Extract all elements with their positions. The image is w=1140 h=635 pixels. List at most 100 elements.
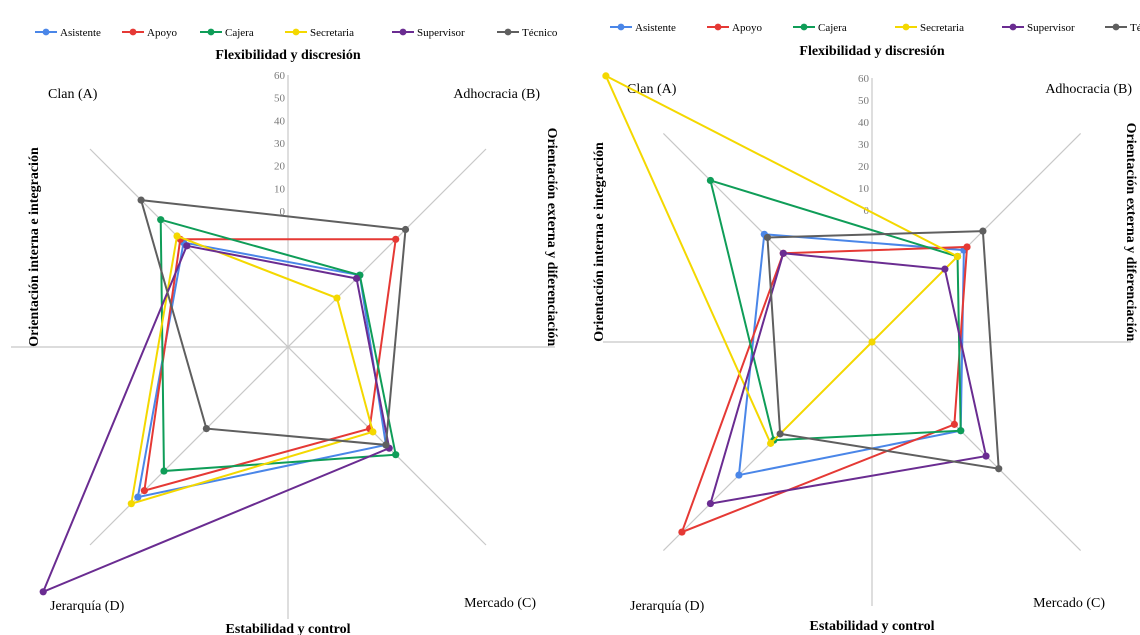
corner-label-d: Jerarquía (D) bbox=[630, 599, 705, 614]
legend-swatch-marker bbox=[292, 28, 300, 36]
legend-label: Cajera bbox=[818, 22, 847, 34]
tick-label: 60 bbox=[858, 73, 870, 85]
axis-title-right: Orientación externa y diferenciación bbox=[1123, 123, 1138, 342]
series-line-cajera bbox=[159, 218, 397, 473]
legend-label: Supervisor bbox=[417, 27, 465, 39]
data-point-c bbox=[369, 428, 377, 436]
data-point-d bbox=[706, 499, 715, 508]
data-point-a bbox=[706, 176, 715, 185]
data-point-b bbox=[953, 252, 962, 261]
data-point-c bbox=[995, 465, 1003, 473]
data-point-b bbox=[352, 274, 361, 283]
legend-swatch-marker bbox=[617, 23, 625, 31]
data-point-c bbox=[957, 427, 965, 435]
data-point-c bbox=[392, 451, 400, 459]
series-supervisor bbox=[39, 242, 393, 596]
tick-label: 40 bbox=[858, 117, 870, 129]
axis-title-top: Flexibilidad y discresión bbox=[799, 44, 944, 59]
data-point-d bbox=[39, 588, 47, 596]
data-point-a bbox=[137, 196, 145, 204]
data-point-d bbox=[767, 439, 775, 447]
data-point-a bbox=[763, 233, 772, 242]
data-point-c bbox=[982, 452, 990, 460]
legend-swatch-marker bbox=[800, 23, 808, 31]
data-point-d bbox=[678, 528, 686, 536]
legend-label: Técnico bbox=[1130, 22, 1140, 34]
tick-label: 30 bbox=[274, 138, 286, 150]
tick-label: 10 bbox=[274, 183, 286, 195]
tick-label: 20 bbox=[274, 161, 286, 173]
data-point-d bbox=[134, 493, 142, 501]
legend-swatch-marker bbox=[42, 28, 50, 36]
corner-label-b: Adhocracia (B) bbox=[453, 87, 540, 102]
legend-swatch-marker bbox=[504, 28, 512, 36]
tick-label: 50 bbox=[274, 93, 286, 105]
series-cajera bbox=[157, 216, 400, 475]
corner-label-c: Mercado (C) bbox=[464, 596, 536, 611]
corner-label-d: Jerarquía (D) bbox=[50, 599, 125, 614]
axis-title-left: Orientación interna e integración bbox=[592, 142, 607, 342]
tick-label: 20 bbox=[858, 161, 870, 173]
data-point-c bbox=[382, 441, 390, 449]
data-point-b bbox=[941, 265, 949, 273]
tick-label: 30 bbox=[858, 139, 870, 151]
data-point-b bbox=[333, 294, 341, 302]
corner-label-a: Clan (A) bbox=[48, 87, 98, 102]
legend-swatch-marker bbox=[1112, 23, 1120, 31]
legend-label: Asistente bbox=[635, 22, 676, 34]
radar-chart-left: 0 10 20 30 40 50 60 Clan (A) Adhocracia (B) Merca… bbox=[11, 27, 559, 635]
data-point-b bbox=[401, 225, 410, 234]
series-técnico bbox=[763, 227, 1003, 473]
tick-label: 10 bbox=[858, 183, 870, 195]
data-point-d bbox=[735, 471, 743, 479]
legend-label: Supervisor bbox=[1027, 22, 1075, 34]
series-técnico bbox=[137, 196, 410, 449]
legend-swatch-marker bbox=[399, 28, 407, 36]
legend-swatch-marker bbox=[207, 28, 215, 36]
axis-title-top: Flexibilidad y discresión bbox=[215, 48, 360, 63]
series-supervisor bbox=[706, 249, 990, 508]
legend: Asistente Apoyo Cajera Secretaria Supervisor… bbox=[35, 27, 558, 39]
legend-label: Secretaria bbox=[920, 22, 964, 34]
tick-label: 0 bbox=[280, 206, 286, 218]
radar-chart-left-svg: 0 10 20 30 40 50 60 Clan (A) Adhocracia (B) Merca… bbox=[11, 27, 559, 635]
series-line-secretaria bbox=[130, 234, 375, 506]
data-point-d bbox=[776, 430, 784, 438]
legend-label: Técnico bbox=[522, 27, 558, 39]
legend-swatch-marker bbox=[129, 28, 137, 36]
data-point-a bbox=[779, 249, 787, 257]
legend-label: Asistente bbox=[60, 27, 101, 39]
data-point-d bbox=[140, 487, 148, 495]
data-point-c bbox=[868, 338, 876, 346]
data-point-a bbox=[602, 72, 610, 80]
legend-label: Cajera bbox=[225, 27, 254, 39]
legend-swatch-marker bbox=[902, 23, 910, 31]
data-point-b bbox=[392, 235, 400, 243]
tick-label: 0 bbox=[864, 205, 870, 217]
radar-chart-right: 0 10 20 30 40 50 60 Clan (A) Adhocracia (B) Merca… bbox=[570, 0, 1140, 635]
data-point-a bbox=[157, 216, 165, 224]
corner-label-c: Mercado (C) bbox=[1033, 596, 1105, 611]
data-point-d bbox=[160, 467, 168, 475]
data-point-d bbox=[127, 500, 135, 508]
series-line-cajera bbox=[709, 178, 962, 442]
legend-swatch-marker bbox=[714, 23, 722, 31]
tick-label: 50 bbox=[858, 95, 870, 107]
data-point-a bbox=[173, 232, 181, 240]
axis-title-bottom: Estabilidad y control bbox=[226, 622, 351, 635]
grid: 0 10 20 30 40 50 60 bbox=[603, 73, 1131, 606]
data-point-a bbox=[183, 242, 191, 250]
corner-label-b: Adhocracia (B) bbox=[1045, 82, 1132, 97]
legend-label: Secretaria bbox=[310, 27, 354, 39]
data-point-c bbox=[950, 420, 958, 428]
data-point-b bbox=[963, 243, 971, 251]
axis-title-right: Orientación externa y diferenciación bbox=[544, 128, 559, 347]
data-point-b bbox=[979, 227, 987, 235]
legend: Asistente Apoyo Cajera Secretaria Supervisor… bbox=[610, 22, 1140, 34]
axis-line-diagonal-bd bbox=[89, 148, 487, 546]
series-secretaria bbox=[127, 232, 377, 508]
tick-label: 60 bbox=[274, 70, 286, 82]
series-secretaria bbox=[602, 72, 962, 447]
grid: 0 10 20 30 40 50 60 bbox=[11, 70, 555, 619]
